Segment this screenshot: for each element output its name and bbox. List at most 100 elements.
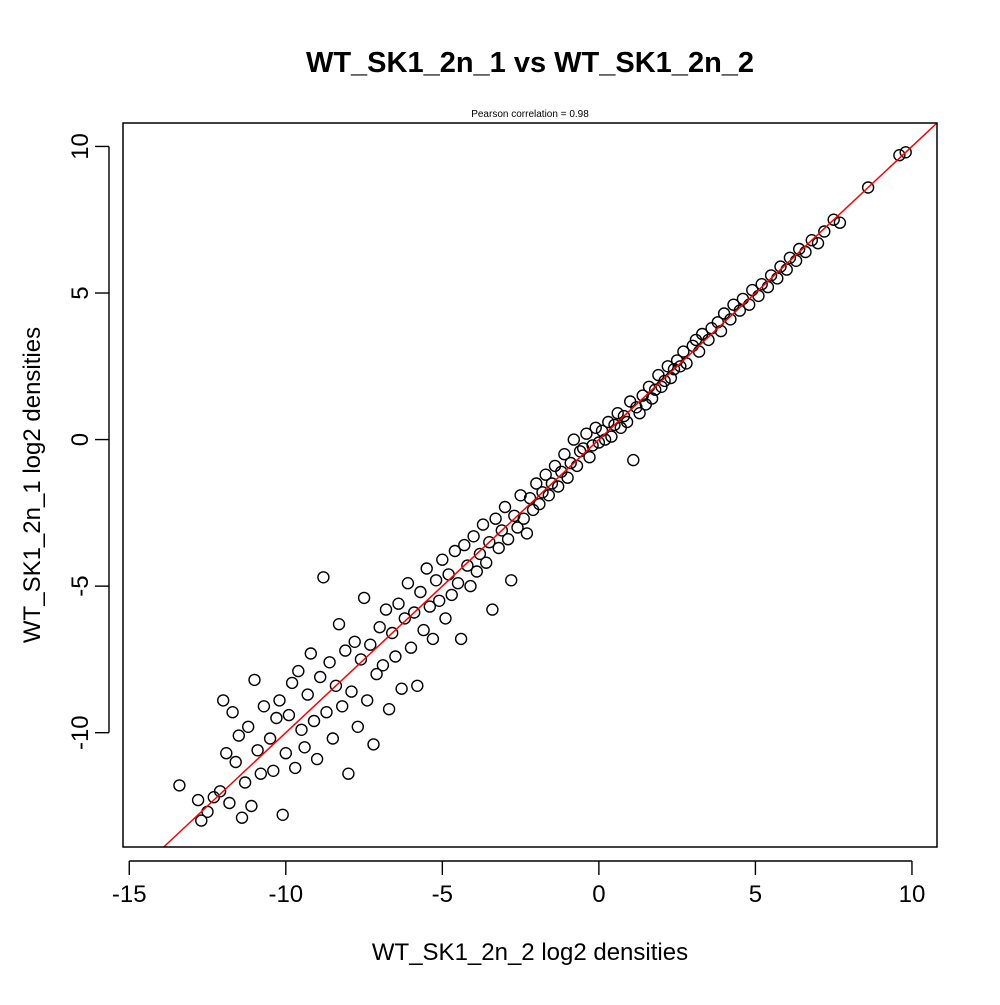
data-point [486,603,499,616]
data-point [589,421,602,434]
data-point [511,521,524,534]
data-point [818,225,831,238]
data-point [298,741,311,754]
data-point [561,471,574,484]
data-point [774,260,787,273]
data-point [454,632,468,646]
data-point [652,368,665,382]
data-point [339,644,352,657]
data-point [480,556,493,569]
reference-line [163,122,938,848]
data-point [530,477,543,490]
data-point [426,632,440,646]
data-point [602,415,615,429]
data-point [285,676,299,690]
data-point [586,439,599,452]
data-point [464,579,477,593]
data-point [624,395,637,408]
y-axis: -10 -5 0 5 10 [67,133,110,750]
data-point [220,747,233,760]
y-tick-label: 0 [67,433,94,446]
data-point [476,518,490,531]
data-point [505,574,518,587]
x-axis-label: WT_SK1_2n_2 log2 densities [372,939,688,966]
data-point [536,486,549,499]
data-point [448,544,462,558]
data-point [658,374,671,388]
data-point [310,752,324,766]
data-point [899,146,912,159]
data-point [345,685,358,698]
data-point [354,653,368,666]
data-point [332,618,346,631]
data-point [489,512,502,525]
data-point [611,407,624,420]
data-point [351,720,364,733]
data-point [267,764,280,777]
data-point [301,688,314,701]
data-point [364,638,377,651]
data-point [677,345,690,358]
data-point [893,148,906,162]
data-point [755,278,768,291]
plot-frame [122,122,938,848]
data-point [411,679,424,692]
data-point [263,732,277,745]
y-tick-label: 5 [67,286,94,299]
data-point [442,568,455,581]
data-point [238,776,252,789]
data-point [620,415,634,429]
data-point [564,456,577,470]
data-point [307,714,321,728]
data-point [495,524,508,537]
data-point [461,559,474,572]
data-point [783,251,797,264]
x-tick-label: 5 [749,881,762,908]
data-point [680,357,693,370]
data-point [458,538,471,552]
reference-line-layer [163,122,938,848]
data-point [580,427,593,440]
data-point [567,433,580,446]
data-point [254,767,267,780]
data-point [329,679,343,692]
data-point [545,477,559,490]
data-point [408,606,421,619]
data-point [583,451,596,464]
data-point [827,213,840,226]
data-point [235,811,249,824]
data-point [605,430,618,443]
data-point [789,254,803,267]
data-point [445,588,458,602]
data-point [780,263,793,276]
data-point [414,585,427,599]
data-point [314,670,327,684]
data-point [257,700,271,713]
data-point [389,650,402,663]
data-point [232,729,246,742]
points-layer [173,146,912,827]
data-point [386,626,399,640]
data-point [392,597,405,610]
data-point [736,292,750,306]
x-tick-label: 10 [899,881,926,908]
data-point [289,761,302,775]
data-point [542,489,555,502]
data-point [195,814,208,827]
data-point [473,547,487,561]
data-point [273,694,286,707]
data-point [799,245,812,259]
data-point [614,421,627,434]
data-point [323,656,336,669]
data-point [570,459,584,473]
data-point [617,409,631,423]
data-point [552,480,565,493]
chart-subtitle: Pearson correlation = 0.98 [471,109,589,120]
data-point [229,755,242,769]
x-axis: -15 -10 -5 0 5 10 [112,860,926,908]
data-point [276,808,289,821]
data-point [336,700,349,713]
data-point [173,779,186,792]
data-point [517,512,530,525]
